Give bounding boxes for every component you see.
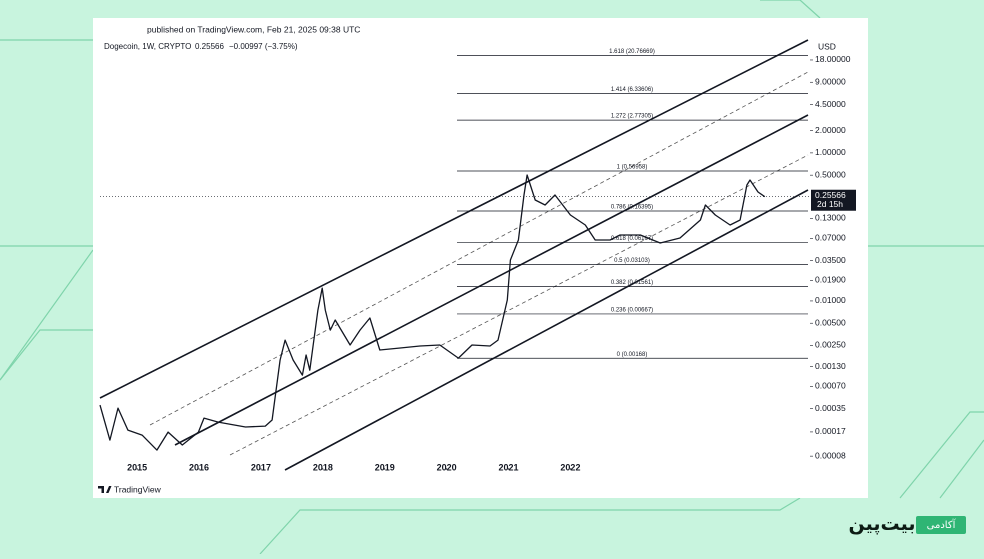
last-price-label: 0.25566 — [815, 190, 846, 200]
x-tick-label: 2017 — [251, 462, 271, 472]
logo-name: بیت‌پین — [849, 514, 916, 535]
tradingview-text: TradingView — [114, 484, 162, 494]
header-change: −0.00997 (−3.75%) — [229, 42, 298, 51]
fib-level-label: 0.382 (0.01561) — [611, 280, 653, 286]
x-tick-label: 2016 — [189, 462, 209, 472]
last-price-box — [811, 189, 856, 211]
fib-level-label: 0 (0.00168) — [617, 352, 648, 358]
academy-logo: آکادمی بیت‌پین — [849, 514, 966, 535]
x-tick-label: 2021 — [499, 462, 519, 472]
countdown-label: 2d 15h — [817, 199, 843, 209]
y-tick-label: 0.50000 — [815, 169, 846, 179]
y-tick-label: 0.00070 — [815, 381, 846, 391]
tradingview-logo: TradingView — [98, 484, 162, 494]
x-tick-label: 2022 — [560, 462, 580, 472]
currency-label: USD — [818, 41, 836, 51]
channel-middle — [174, 114, 809, 446]
y-tick-label: 0.01900 — [815, 275, 846, 285]
channel-dashed-lower — [229, 154, 809, 456]
y-tick-label: 0.00130 — [815, 361, 846, 371]
logo-academy: آکادمی — [927, 518, 957, 531]
channel-lower — [284, 189, 809, 471]
y-tick-label: 0.00250 — [815, 340, 846, 350]
y-tick-label: 0.07000 — [815, 233, 846, 243]
y-tick-label: 0.00035 — [815, 403, 846, 413]
fib-level-label: 1.272 (2.77305) — [611, 114, 653, 120]
fib-level-label: 0.618 (0.06167) — [611, 236, 653, 242]
fib-level-label: 1.414 (6.33606) — [611, 87, 653, 93]
header-price: 0.25566 — [195, 42, 224, 51]
published-note: published on TradingView.com, Feb 21, 20… — [147, 24, 360, 34]
y-tick-label: 9.00000 — [815, 77, 846, 87]
y-tick-label: 0.00500 — [815, 317, 846, 327]
fib-level-label: 0.236 (0.00667) — [611, 308, 653, 314]
chart-card — [93, 18, 868, 498]
logo-badge — [916, 516, 966, 534]
x-tick-label: 2018 — [313, 462, 333, 472]
x-tick-label: 2019 — [375, 462, 395, 472]
channel-upper — [99, 39, 809, 399]
y-tick-label: 0.13000 — [815, 213, 846, 223]
fib-level-label: 1.618 (20.76669) — [609, 49, 655, 55]
y-tick-label: 0.01000 — [815, 295, 846, 305]
x-tick-label: 2020 — [437, 462, 457, 472]
symbol-title: Dogecoin, 1W, CRYPTO — [104, 42, 191, 51]
fib-level-label: 0.786 (0.16395) — [611, 205, 653, 211]
channel-lines — [99, 39, 809, 471]
y-tick-label: 18.00000 — [815, 54, 851, 64]
x-tick-label: 2015 — [127, 462, 147, 472]
price-line — [99, 174, 766, 451]
y-tick-label: 0.00017 — [815, 426, 846, 436]
fib-level-label: 0.5 (0.03103) — [614, 258, 650, 264]
y-tick-label: 4.50000 — [815, 99, 846, 109]
fib-level-label: 1 (0.56958) — [617, 165, 648, 171]
y-tick-label: 1.00000 — [815, 147, 846, 157]
y-tick-label: 2.00000 — [815, 125, 846, 135]
channel-dashed-upper — [149, 71, 809, 426]
y-tick-label: 0.00008 — [815, 450, 846, 460]
y-tick-label: 0.03500 — [815, 255, 846, 265]
